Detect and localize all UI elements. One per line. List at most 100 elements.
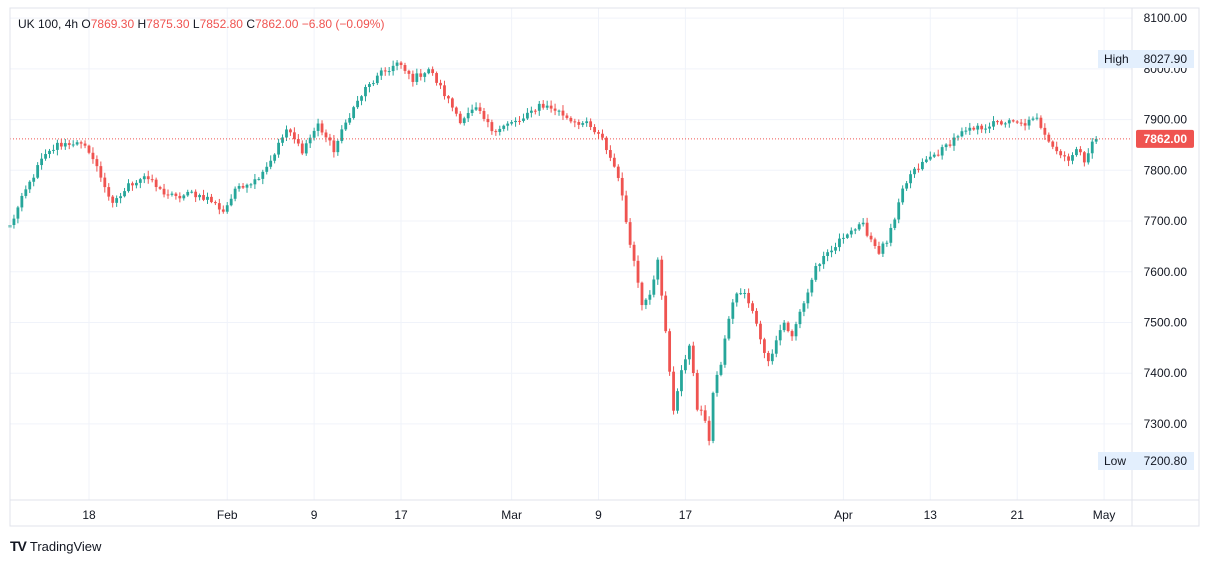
- candle-body: [865, 222, 869, 236]
- candle-body: [561, 110, 565, 116]
- tradingview-logo[interactable]: TV TradingView: [10, 538, 101, 554]
- candle-body: [763, 339, 766, 353]
- open-value: 7869.30: [90, 17, 135, 31]
- candle-body: [830, 250, 833, 253]
- candle-body: [210, 196, 213, 203]
- candle-body: [944, 144, 948, 148]
- candle-body: [375, 75, 379, 84]
- candle-body: [419, 73, 423, 77]
- candle-body: [407, 70, 411, 74]
- candle-body: [518, 120, 521, 122]
- candle-body: [849, 230, 853, 235]
- interval-label[interactable]: 4h: [64, 17, 79, 31]
- candle-body: [751, 303, 754, 311]
- candle-body: [340, 129, 344, 142]
- candle-body: [371, 83, 375, 85]
- candle-body: [154, 179, 158, 188]
- time-tick-label: May: [1093, 508, 1116, 522]
- low-value: 7852.80: [199, 17, 243, 31]
- candle-body: [383, 70, 387, 72]
- candle-body: [63, 143, 67, 147]
- candle-body: [834, 247, 837, 251]
- candle-body: [905, 183, 909, 189]
- candle-body: [739, 293, 743, 295]
- candle-body: [992, 121, 995, 127]
- candle-body: [921, 161, 924, 170]
- candle-body: [1075, 149, 1078, 156]
- candle-body: [1071, 155, 1074, 161]
- candle-body: [636, 260, 640, 283]
- candle-body: [593, 127, 596, 133]
- candle-body: [462, 118, 466, 124]
- candle-body: [182, 195, 186, 199]
- candle-body: [324, 132, 328, 138]
- price-tick-label: 7600.00: [1144, 265, 1188, 279]
- candle-body: [241, 186, 245, 188]
- candle-body: [952, 137, 956, 146]
- candle-body: [111, 196, 115, 203]
- candle-body: [431, 69, 435, 74]
- candle-body: [83, 143, 87, 146]
- candle-series: [8, 60, 1098, 446]
- candle-body: [391, 65, 395, 72]
- candle-body: [826, 252, 830, 256]
- high-marker-value-bg: [1138, 50, 1194, 68]
- candle-body: [166, 194, 170, 196]
- candle-body: [123, 191, 126, 197]
- candle-body: [352, 107, 356, 118]
- candle-body: [1019, 122, 1023, 124]
- candle-body: [237, 186, 241, 189]
- high-marker: High 8027.90: [1098, 50, 1194, 68]
- candle-body: [415, 73, 419, 82]
- time-axis[interactable]: 18 Feb 9 17 Mar 9 17 Apr 13 21 May: [82, 508, 1115, 522]
- candle-body: [790, 331, 794, 337]
- candle-body: [549, 105, 553, 109]
- candle-body: [557, 110, 561, 112]
- candle-body: [368, 84, 371, 87]
- brand-name: TradingView: [29, 538, 102, 554]
- candle-body: [71, 144, 75, 146]
- candle-body: [529, 110, 533, 113]
- candle-body: [1003, 123, 1007, 125]
- candle-body: [1027, 119, 1031, 126]
- candle-body: [1094, 138, 1098, 142]
- candle-body: [656, 259, 660, 280]
- candle-body: [842, 237, 845, 239]
- symbol-name[interactable]: UK 100: [18, 17, 59, 31]
- candle-body: [360, 96, 363, 101]
- candle-body: [893, 219, 897, 228]
- candle-body: [932, 154, 936, 157]
- candle-body: [541, 103, 545, 108]
- ohlc-legend: UK 100, 4h O7869.30 H7875.30 L7852.80 C7…: [18, 17, 385, 31]
- candle-body: [285, 129, 288, 138]
- low-marker: Low 7200.80: [1098, 452, 1194, 470]
- candle-body: [344, 122, 348, 130]
- candle-body: [399, 62, 403, 66]
- candle-body: [526, 112, 529, 119]
- candle-body: [838, 238, 841, 248]
- high-label: H: [137, 17, 147, 31]
- candle-body: [253, 179, 257, 185]
- candle-body: [948, 144, 952, 146]
- candle-body: [308, 137, 312, 144]
- candle-body: [822, 255, 826, 265]
- candle-body: [292, 132, 296, 140]
- time-tick-label: 18: [82, 508, 96, 522]
- candle-body: [249, 184, 253, 186]
- low-marker-label: Low: [1104, 454, 1126, 468]
- candle-body: [940, 147, 944, 156]
- change-value: −6.80 (−0.09%): [301, 17, 385, 31]
- candle-body: [818, 264, 822, 267]
- candle-body: [48, 150, 51, 155]
- close-value: 7862.00: [254, 17, 299, 31]
- chart-grid: [10, 8, 1132, 500]
- candle-body: [996, 121, 999, 123]
- candle-body: [680, 370, 683, 392]
- last-price-value: 7862.00: [1144, 132, 1188, 146]
- candle-body: [988, 126, 991, 129]
- price-axis[interactable]: 8100.008000.007900.007800.007700.007600.…: [1144, 11, 1188, 431]
- candle-body: [146, 176, 150, 180]
- time-tick-label: 9: [311, 508, 318, 522]
- candle-body: [16, 207, 20, 219]
